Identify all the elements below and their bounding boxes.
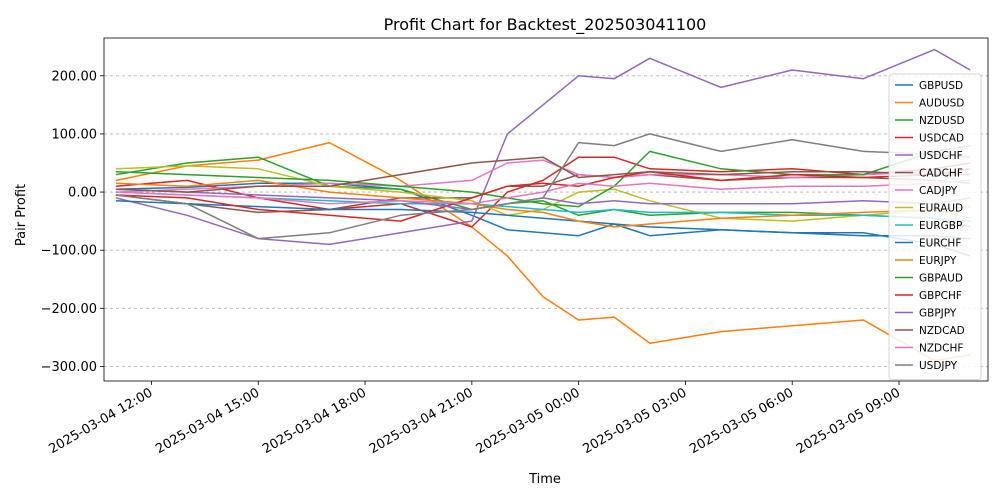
legend-label: NZDUSD bbox=[919, 115, 965, 127]
legend-label: GBPCHF bbox=[919, 290, 962, 302]
y-tick-label: −300.00 bbox=[41, 360, 97, 375]
series-line-gbpaud bbox=[115, 144, 971, 208]
series-line-eurchf bbox=[115, 200, 971, 240]
chart-title: Profit Chart for Backtest_202503041100 bbox=[384, 15, 707, 35]
y-tick-label: −100.00 bbox=[41, 244, 97, 259]
legend-label: EURGBP bbox=[919, 220, 962, 232]
legend-label: CADJPY bbox=[919, 185, 958, 197]
y-tick-label: 100.00 bbox=[52, 127, 98, 142]
series-line-gbpchf bbox=[115, 168, 971, 222]
y-axis-label: Pair Profit bbox=[14, 184, 29, 246]
legend-label: EURCHF bbox=[919, 238, 961, 250]
y-tick-label: 0.00 bbox=[68, 186, 97, 201]
legend-label: NZDCHF bbox=[919, 343, 963, 355]
x-tick-label: 2025-03-05 09:00 bbox=[794, 385, 903, 457]
grid-layer bbox=[104, 75, 988, 367]
series-line-nzdchf bbox=[115, 179, 971, 205]
series-line-usdchf bbox=[115, 48, 971, 246]
y-tick-label: 200.00 bbox=[52, 69, 98, 84]
x-tick-label: 2025-03-04 12:00 bbox=[47, 385, 156, 457]
legend-label: GBPUSD bbox=[919, 80, 963, 92]
legend-label: USDJPY bbox=[919, 360, 958, 372]
series-line-gbpusd bbox=[115, 182, 971, 257]
x-tick-label: 2025-03-05 06:00 bbox=[687, 385, 796, 457]
legend: GBPUSD AUDUSD NZDUSD USDCAD USDCHF CADCHF CADJ… bbox=[888, 73, 982, 380]
legend-label: USDCHF bbox=[919, 150, 963, 162]
legend-label: GBPAUD bbox=[919, 273, 963, 285]
x-tick-label: 2025-03-05 00:00 bbox=[474, 385, 583, 457]
plot-frame bbox=[103, 37, 989, 382]
x-tick-label: 2025-03-05 03:00 bbox=[580, 385, 689, 457]
series-line-cadchf bbox=[115, 173, 971, 214]
legend-box bbox=[888, 73, 982, 380]
y-tick-label: −200.00 bbox=[41, 302, 97, 317]
legend-label: EURJPY bbox=[919, 255, 957, 267]
series-line-eurgbp bbox=[115, 191, 971, 222]
series-line-nzdcad bbox=[115, 156, 971, 193]
series-layer bbox=[115, 48, 971, 362]
series-line-gbpjpy bbox=[115, 188, 971, 211]
x-tick-label: 2025-03-04 15:00 bbox=[153, 385, 262, 457]
series-line-audusd bbox=[115, 141, 971, 362]
series-line-usdjpy bbox=[115, 133, 971, 240]
axis-layer: −300.00 −200.00 −100.00 0.00 100.00 200.00 202… bbox=[41, 37, 989, 457]
x-tick-label: 2025-03-04 21:00 bbox=[367, 385, 476, 457]
legend-label: NZDCAD bbox=[919, 325, 965, 337]
legend-label: AUDUSD bbox=[919, 98, 964, 110]
x-tick-label: 2025-03-04 18:00 bbox=[260, 385, 369, 457]
legend-label: CADCHF bbox=[919, 168, 963, 180]
legend-label: EURAUD bbox=[919, 203, 963, 215]
legend-label: USDCAD bbox=[919, 133, 964, 145]
x-axis-label: Time bbox=[528, 472, 561, 487]
legend-label: GBPJPY bbox=[919, 308, 957, 320]
